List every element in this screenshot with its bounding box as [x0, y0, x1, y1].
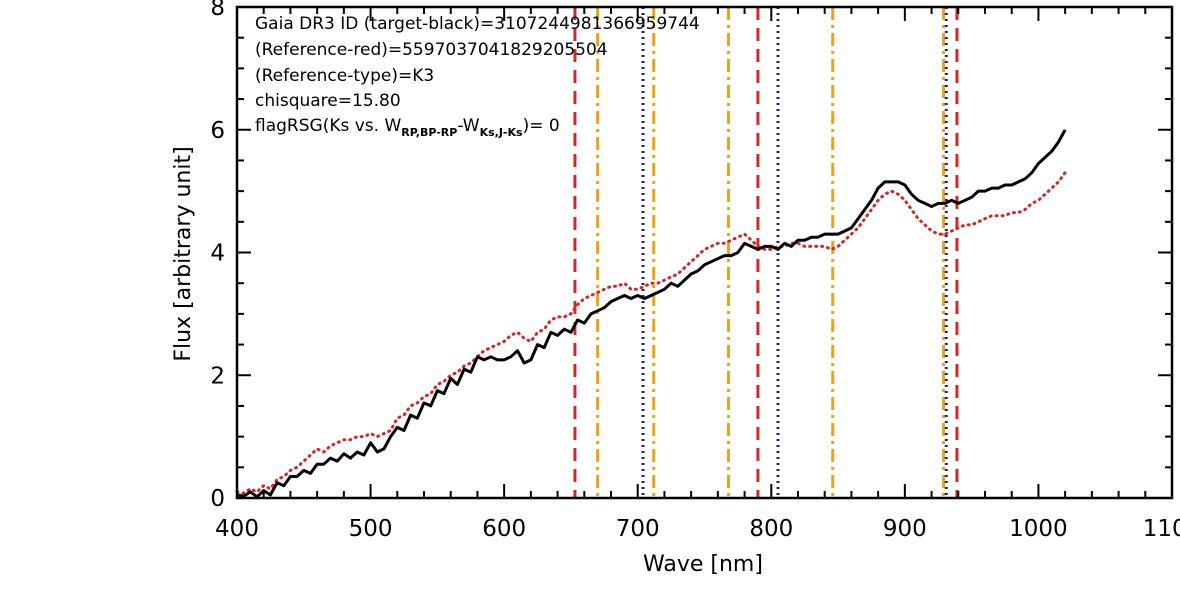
flag-sub2: Ks,J-Ks [480, 126, 523, 139]
annotation-flag-rsg: flagRSG(Ks vs. WRP,BP-RP-WKs,J-Ks)= 0 [255, 116, 560, 139]
x-tick-label-1000: 1000 [1009, 516, 1068, 542]
flag-mid: -W [457, 116, 479, 136]
annotation-block: Gaia DR3 ID (target-black)=3107244981366… [255, 14, 700, 139]
annotation-reference-type: (Reference-type)=K3 [255, 66, 434, 86]
vertical-lines [573, 7, 959, 498]
x-tick-label-600: 600 [482, 516, 526, 542]
annotation-gaia-id: Gaia DR3 ID (target-black)=3107244981366… [255, 14, 700, 34]
y-tick-label-0: 0 [210, 486, 225, 512]
x-tick-label-400: 400 [215, 516, 259, 542]
series-line-1 [235, 171, 1067, 495]
series-group [235, 129, 1067, 499]
flag-suffix: )= 0 [523, 116, 560, 136]
x-tick-label-700: 700 [616, 516, 660, 542]
y-tick-label-4: 4 [210, 241, 225, 267]
axis-ticks [236, 6, 1173, 499]
x-axis-title: Wave [nm] [643, 552, 763, 577]
flag-prefix: flagRSG(Ks vs. W [255, 116, 401, 136]
flag-sub1: RP,BP-RP [401, 126, 457, 139]
x-tick-label-500: 500 [349, 516, 393, 542]
annotation-reference-red: (Reference-red)=5597037041829205504 [255, 40, 608, 60]
y-tick-label-2: 2 [210, 363, 225, 389]
y-tick-label-8: 8 [210, 0, 225, 21]
annotation-chisquare: chisquare=15.80 [255, 91, 401, 111]
y-tick-label-6: 6 [210, 118, 225, 144]
x-tick-label-800: 800 [749, 516, 793, 542]
series-line-0 [236, 129, 1067, 499]
y-axis-title: Flux [arbitrary unit] [171, 146, 196, 361]
x-tick-label-900: 900 [883, 516, 927, 542]
